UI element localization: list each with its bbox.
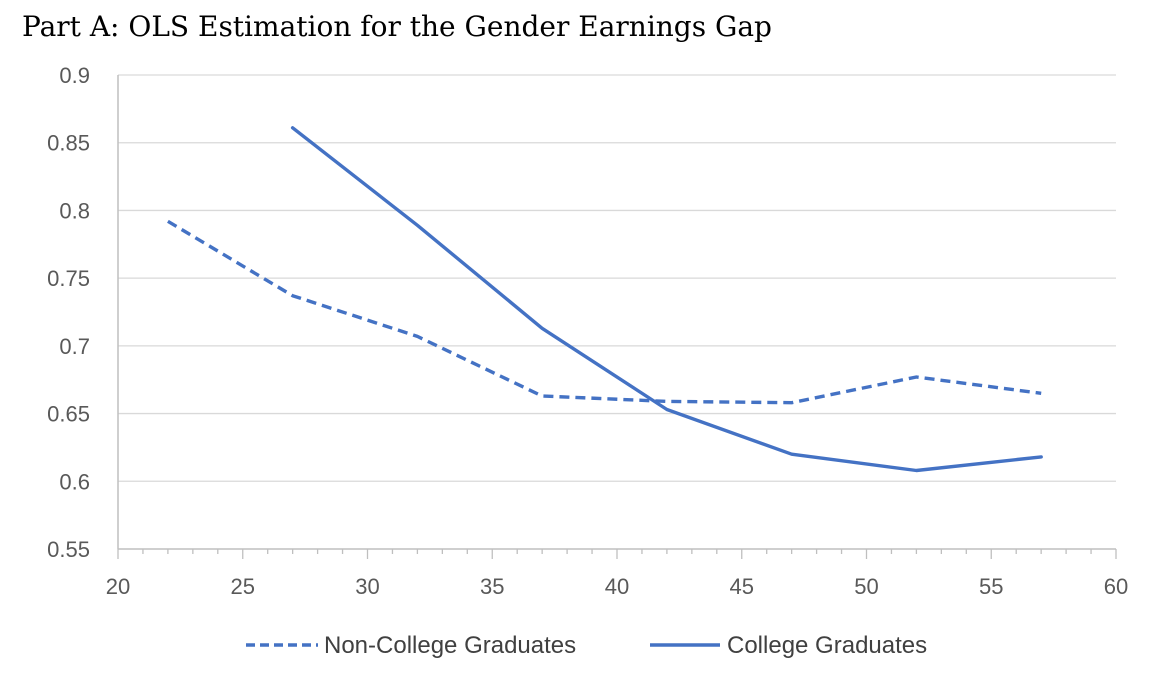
y-tick-label: 0.65 [47, 402, 90, 427]
series-line-1 [290, 126, 1043, 473]
series-line-0 [167, 219, 1042, 405]
series-lines [167, 126, 1043, 473]
x-tick-label: 50 [854, 574, 878, 599]
x-tick-labels: 20 25 30 35 40 45 50 55 60 [106, 574, 1128, 599]
x-tick-label: 60 [1104, 574, 1128, 599]
y-tick-labels: 0.55 0.6 0.65 0.7 0.75 0.8 0.85 0.9 [47, 63, 90, 562]
legend-label-0: Non-College Graduates [324, 632, 576, 659]
y-tick-label: 0.75 [47, 266, 90, 291]
gridlines [118, 74, 1116, 482]
chart-title: Part A: OLS Estimation for the Gender Ea… [22, 10, 772, 43]
y-tick-label: 0.55 [47, 537, 90, 562]
x-tick-label: 20 [106, 574, 130, 599]
legend: Non-College Graduates College Graduates [246, 632, 927, 659]
x-tick-label: 45 [730, 574, 754, 599]
axes [117, 75, 1117, 559]
x-tick-label: 30 [355, 574, 379, 599]
x-tick-label: 55 [979, 574, 1003, 599]
x-tick-label: 25 [231, 574, 255, 599]
y-tick-label: 0.8 [59, 198, 90, 223]
x-tick-label: 35 [480, 574, 504, 599]
y-tick-label: 0.6 [59, 469, 90, 494]
y-tick-label: 0.9 [59, 63, 90, 88]
x-tick-label: 40 [605, 574, 629, 599]
legend-label-1: College Graduates [727, 632, 927, 659]
y-tick-label: 0.85 [47, 131, 90, 156]
y-tick-label: 0.7 [59, 334, 90, 359]
